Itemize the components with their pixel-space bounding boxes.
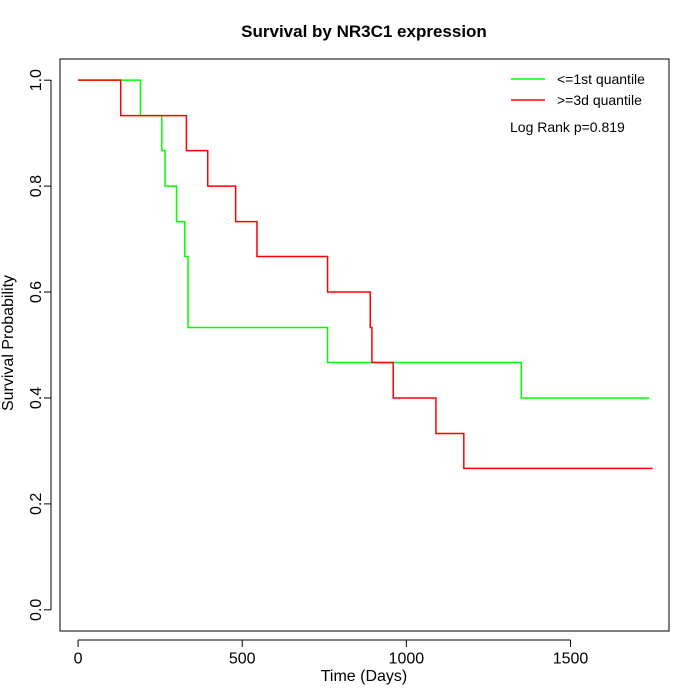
plot-frame bbox=[59, 58, 670, 632]
series-line-1 bbox=[78, 79, 653, 470]
y-tick-label: 0.4 bbox=[28, 387, 45, 409]
y-tick-label: 0.8 bbox=[28, 175, 45, 197]
y-tick-label: 1.0 bbox=[28, 69, 45, 91]
legend-label-low: <=1st quantile bbox=[557, 71, 645, 87]
y-tick-label: 0.0 bbox=[28, 599, 45, 621]
log-rank-annotation: Log Rank p=0.819 bbox=[510, 119, 625, 135]
axes: 0 500 1000 1500 0.0 0.2 0.4 0.6 0.8 1.0 bbox=[28, 69, 588, 667]
x-tick-label: 1500 bbox=[553, 650, 589, 667]
chart-title: Survival by NR3C1 expression bbox=[241, 22, 487, 41]
legend-label-high: >=3d quantile bbox=[557, 92, 642, 108]
series-layer bbox=[78, 79, 653, 470]
y-tick-label: 0.6 bbox=[28, 281, 45, 303]
y-axis-label: Survival Probability bbox=[0, 275, 17, 411]
y-tick-label: 0.2 bbox=[28, 493, 45, 515]
legend: <=1st quantile >=3d quantile Log Rank p=… bbox=[510, 71, 645, 135]
x-tick-label: 1000 bbox=[389, 650, 425, 667]
x-tick-label: 500 bbox=[229, 650, 256, 667]
x-tick-label: 0 bbox=[74, 650, 83, 667]
x-axis-label: Time (Days) bbox=[321, 668, 408, 685]
